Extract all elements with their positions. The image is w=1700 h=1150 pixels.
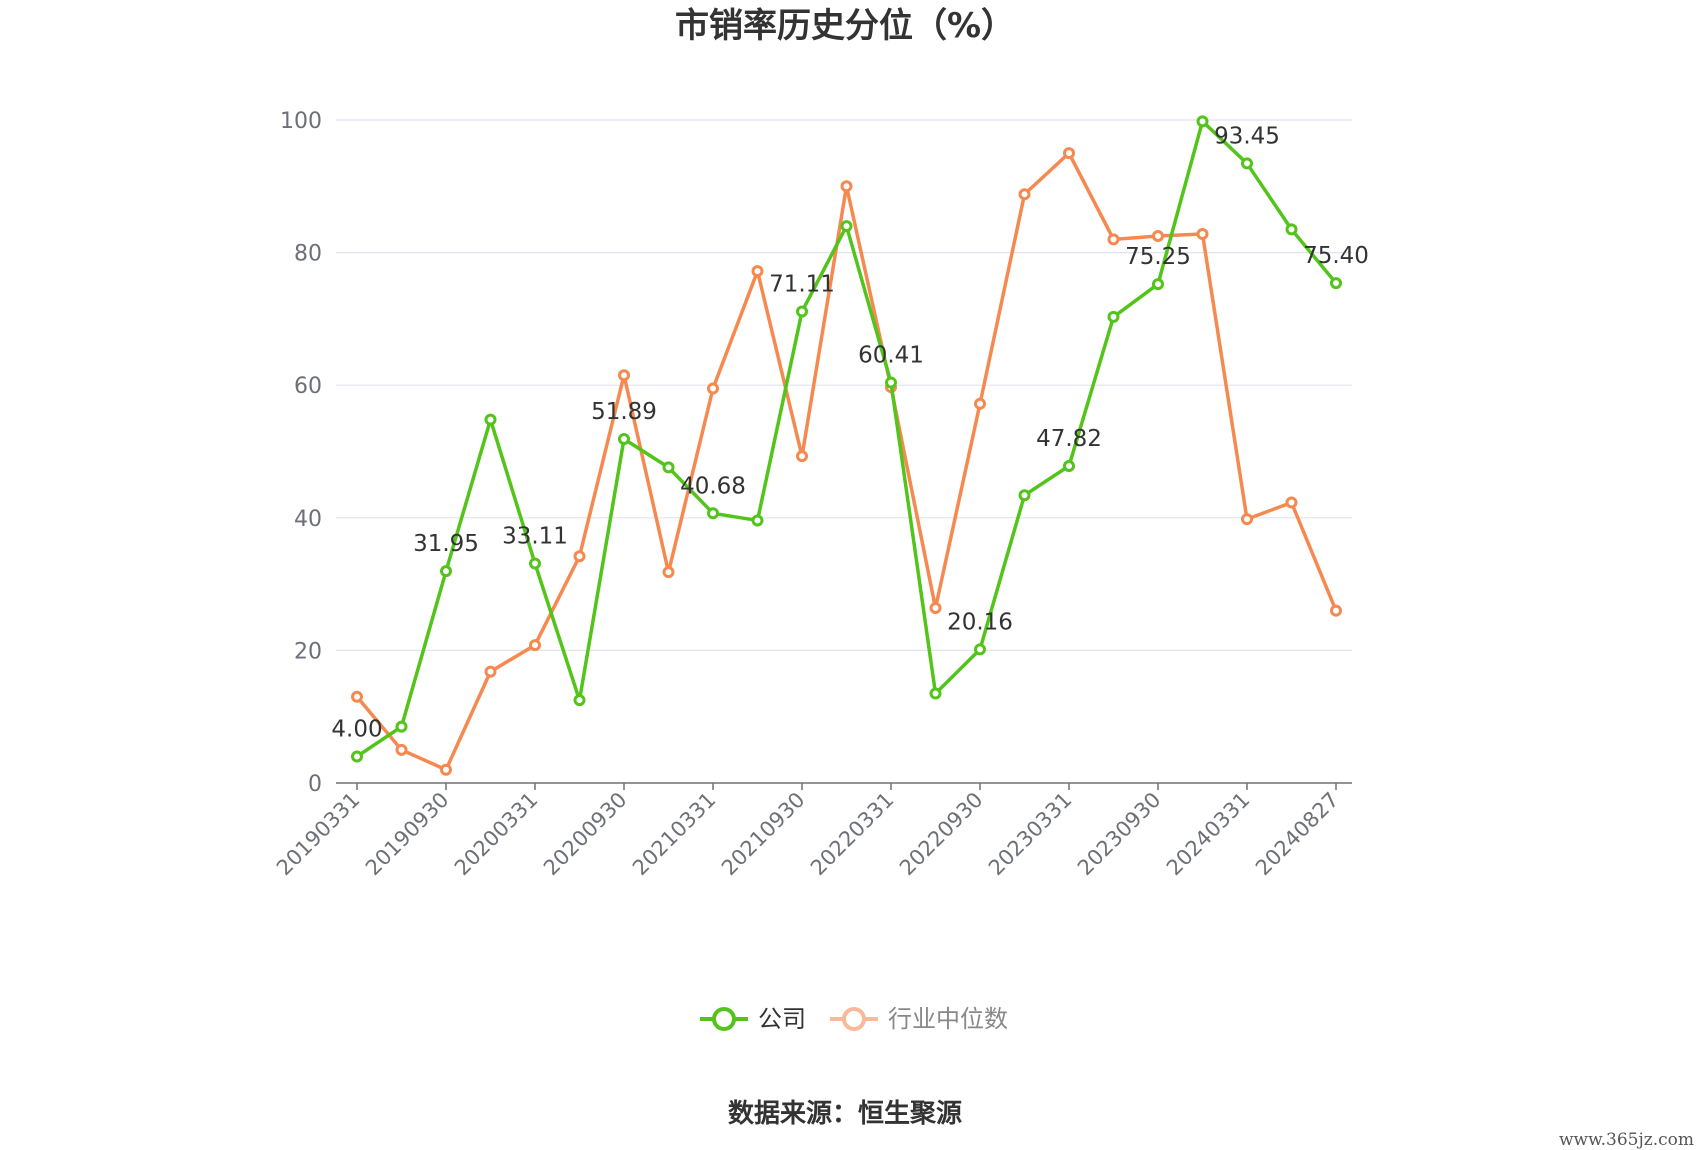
x-tick-label-20200331: 20200331 <box>450 788 543 881</box>
point-company-20200331 <box>529 557 541 570</box>
x-tick-label-20220930: 20220930 <box>895 788 988 881</box>
point-company-20230331 <box>1063 459 1075 472</box>
legend-marker-industry <box>842 1007 866 1031</box>
legend-label-company: 公司 <box>758 1005 806 1033</box>
point-industry-20230331 <box>1063 147 1075 160</box>
y-tick-label-40: 40 <box>294 507 322 532</box>
data-label-20230331: 47.82 <box>1036 426 1102 452</box>
data-label-20190930: 31.95 <box>413 531 479 557</box>
point-industry-20240630 <box>1285 496 1298 509</box>
point-industry-20231231 <box>1196 228 1209 241</box>
point-company-20210331 <box>707 507 719 520</box>
legend-label-industry: 行业中位数 <box>888 1005 1008 1033</box>
point-company-20201231 <box>662 461 675 474</box>
point-company-20200930 <box>618 432 630 445</box>
point-industry-20230930 <box>1152 230 1164 243</box>
point-company-20220930 <box>974 643 986 656</box>
x-tick-label-20190930: 20190930 <box>361 788 454 881</box>
point-industry-20211231 <box>840 180 853 193</box>
x-tick-label-20210331: 20210331 <box>628 788 721 881</box>
data-labels: 4.00 31.95 33.11 51.89 40.68 71.11 60.41 20.16 4… <box>331 123 1369 742</box>
point-industry-20220630 <box>929 601 942 614</box>
point-industry-20210930 <box>796 450 808 463</box>
point-industry-20200331 <box>529 639 541 652</box>
y-tick-label-60: 60 <box>294 374 322 399</box>
point-industry-20190930 <box>440 763 452 776</box>
data-label-20240331: 93.45 <box>1214 123 1280 149</box>
watermark: www.365jz.com <box>1559 1130 1694 1150</box>
data-label-20190331: 4.00 <box>331 716 382 742</box>
point-industry-20210630 <box>751 265 764 278</box>
legend: 公司 行业中位数 <box>700 1005 1008 1033</box>
y-axis: 0 20 40 60 80 100 <box>280 109 322 797</box>
x-tick-label-20230930: 20230930 <box>1073 788 1166 881</box>
point-industry-20200930 <box>618 369 630 382</box>
point-industry-20190331 <box>351 690 363 703</box>
x-tick-label-20240827: 20240827 <box>1251 788 1344 881</box>
y-tick-label-0: 0 <box>308 772 322 797</box>
x-tick-label-20240331: 20240331 <box>1162 788 1255 881</box>
point-industry-20191231 <box>484 665 497 678</box>
point-company-20200630 <box>573 694 586 707</box>
chart-title: 市销率历史分位（%） <box>675 6 1015 46</box>
point-company-20190331 <box>351 750 363 763</box>
point-industry-20190630 <box>395 743 408 756</box>
point-industry-20230630 <box>1107 233 1120 246</box>
point-company-20220630 <box>929 687 942 700</box>
x-tick-label-20210930: 20210930 <box>717 788 810 881</box>
series-company <box>351 115 1342 763</box>
point-company-20240827 <box>1330 277 1342 290</box>
point-industry-20210331 <box>707 382 719 395</box>
point-company-20190630 <box>395 720 408 733</box>
point-company-20230930 <box>1152 278 1164 291</box>
data-label-20210930: 71.11 <box>769 272 835 298</box>
legend-item-company[interactable]: 公司 <box>700 1005 806 1033</box>
legend-marker-company <box>712 1007 736 1031</box>
x-tick-label-20220331: 20220331 <box>806 788 899 881</box>
point-industry-20240331 <box>1241 513 1253 526</box>
point-company-20191231 <box>484 413 497 426</box>
data-label-20220930: 20.16 <box>947 609 1013 635</box>
point-company-20211231 <box>840 220 853 233</box>
point-industry-20221231 <box>1018 188 1031 201</box>
data-label-20200930: 51.89 <box>591 399 657 425</box>
point-company-20231231 <box>1196 115 1209 128</box>
point-company-20240630 <box>1285 223 1298 236</box>
x-tick-label-20200930: 20200930 <box>539 788 632 881</box>
data-label-20240827: 75.40 <box>1303 243 1369 269</box>
data-source: 数据来源：恒生聚源 <box>728 1099 962 1129</box>
legend-item-industry[interactable]: 行业中位数 <box>830 1005 1008 1033</box>
point-industry-20220930 <box>974 397 986 410</box>
point-company-20221231 <box>1018 489 1031 502</box>
series-line-company <box>356 119 1338 758</box>
point-company-20190930 <box>440 565 452 578</box>
point-industry-20240827 <box>1330 604 1342 617</box>
data-label-20220331: 60.41 <box>858 342 924 368</box>
point-company-20240331 <box>1241 157 1253 170</box>
series-layer <box>351 115 1342 776</box>
point-company-20210930 <box>796 305 808 318</box>
point-company-20210630 <box>751 514 764 527</box>
x-axis: 2019033120190930202003312020093020210331… <box>272 782 1352 881</box>
point-industry-20201231 <box>662 566 675 579</box>
data-label-20230930: 75.25 <box>1125 244 1191 270</box>
point-company-20220331 <box>885 376 897 389</box>
series-industry <box>351 147 1342 776</box>
point-company-20230630 <box>1107 310 1120 323</box>
grid <box>336 119 1352 652</box>
data-label-20210331: 40.68 <box>680 473 746 499</box>
x-tick-label-20190331: 20190331 <box>272 788 365 881</box>
data-label-20200331: 33.11 <box>502 523 568 549</box>
y-tick-label-20: 20 <box>294 639 322 664</box>
y-tick-label-100: 100 <box>280 109 322 134</box>
y-tick-label-80: 80 <box>294 242 322 267</box>
point-industry-20200630 <box>573 550 586 563</box>
x-tick-label-20230331: 20230331 <box>984 788 1077 881</box>
